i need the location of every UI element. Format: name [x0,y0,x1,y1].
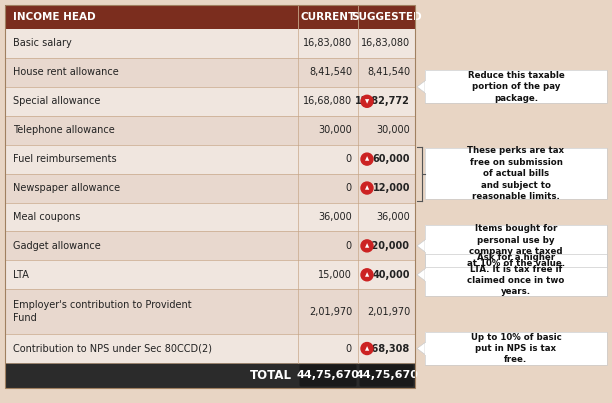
Bar [425,240,428,252]
Text: 2,01,970: 2,01,970 [308,307,352,317]
Bar [425,269,428,281]
Bar [5,5,415,388]
Circle shape [361,95,373,107]
Text: House rent allowance: House rent allowance [13,67,119,77]
Bar [425,71,607,103]
Text: SUGGESTED: SUGGESTED [351,12,422,22]
Text: 0: 0 [346,343,352,353]
Text: Employer's contribution to Provident
Fund: Employer's contribution to Provident Fun… [13,301,192,323]
Bar [425,225,607,267]
Text: Fuel reimbursements: Fuel reimbursements [13,154,117,164]
Circle shape [361,269,373,281]
Text: Gadget allowance: Gadget allowance [13,241,101,251]
Text: Newspaper allowance: Newspaper allowance [13,183,120,193]
Bar [425,148,607,199]
Text: 12,82,772: 12,82,772 [355,96,410,106]
Text: 0: 0 [346,241,352,251]
Bar [425,332,607,365]
Bar [425,254,607,296]
Bar [5,231,415,260]
Text: CURRENT: CURRENT [300,12,356,22]
Text: 0: 0 [346,183,352,193]
Text: Meal coupons: Meal coupons [13,212,80,222]
Text: 15,000: 15,000 [318,270,352,280]
Text: 0: 0 [346,154,352,164]
Text: 60,000: 60,000 [373,154,410,164]
Bar [425,225,607,267]
Bar [5,145,415,174]
Text: Items bought for
personal use by
company are taxed
at 10% of the value.: Items bought for personal use by company… [467,224,565,268]
Bar [5,260,415,289]
Text: Special allowance: Special allowance [13,96,100,106]
Polygon shape [417,81,425,93]
Text: 36,000: 36,000 [376,212,410,222]
Bar [5,116,415,145]
Text: 16,68,080: 16,68,080 [303,96,352,106]
Text: ▲: ▲ [365,346,369,351]
Bar [425,71,607,103]
Polygon shape [417,240,425,252]
Bar [425,254,607,296]
Bar [5,202,415,231]
Text: Basic salary: Basic salary [13,38,72,48]
Bar [5,174,415,202]
Circle shape [361,240,373,252]
FancyBboxPatch shape [359,364,414,386]
Text: Telephone allowance: Telephone allowance [13,125,115,135]
Bar [5,58,415,87]
Circle shape [361,343,373,355]
Text: 12,000: 12,000 [373,183,410,193]
Text: Contribution to NPS under Sec 80CCD(2): Contribution to NPS under Sec 80CCD(2) [13,343,212,353]
Text: ▲: ▲ [365,157,369,162]
FancyBboxPatch shape [299,364,357,386]
Text: These perks are tax
free on submission
of actual bills
and subject to
reasonable: These perks are tax free on submission o… [468,146,564,201]
Text: 44,75,670: 44,75,670 [297,370,359,380]
Text: LTA: LTA [13,270,29,280]
Bar [425,332,607,365]
Text: ▲: ▲ [365,243,369,248]
Polygon shape [417,343,425,355]
Bar [5,363,415,388]
Text: Reduce this taxable
portion of the pay
package.: Reduce this taxable portion of the pay p… [468,71,564,103]
Bar [5,334,415,363]
Circle shape [361,153,373,165]
Text: ▼: ▼ [365,99,369,104]
Bar [5,289,415,334]
Bar [5,87,415,116]
Polygon shape [417,269,425,281]
Bar [425,81,428,93]
Text: ▲: ▲ [365,272,369,277]
Bar [5,29,415,58]
Text: 40,000: 40,000 [373,270,410,280]
Text: Ask for a higher
LTA. It is tax free if
claimed once in two
years.: Ask for a higher LTA. It is tax free if … [468,253,565,297]
Text: Up to 10% of basic
put in NPS is tax
free.: Up to 10% of basic put in NPS is tax fre… [471,332,561,364]
Circle shape [361,182,373,194]
Text: 44,75,670: 44,75,670 [355,370,418,380]
Text: 16,83,080: 16,83,080 [303,38,352,48]
Bar [425,148,607,199]
Text: 30,000: 30,000 [376,125,410,135]
Text: 1,20,000: 1,20,000 [362,241,410,251]
Text: INCOME HEAD: INCOME HEAD [13,12,95,22]
Text: 2,01,970: 2,01,970 [367,307,410,317]
Text: 36,000: 36,000 [318,212,352,222]
Text: TOTAL: TOTAL [250,369,292,382]
Text: 1,68,308: 1,68,308 [362,343,410,353]
Text: 8,41,540: 8,41,540 [367,67,410,77]
Bar [5,5,415,29]
Text: 8,41,540: 8,41,540 [309,67,352,77]
Text: 30,000: 30,000 [318,125,352,135]
Text: ▲: ▲ [365,185,369,191]
Text: 16,83,080: 16,83,080 [361,38,410,48]
Bar [425,343,428,355]
